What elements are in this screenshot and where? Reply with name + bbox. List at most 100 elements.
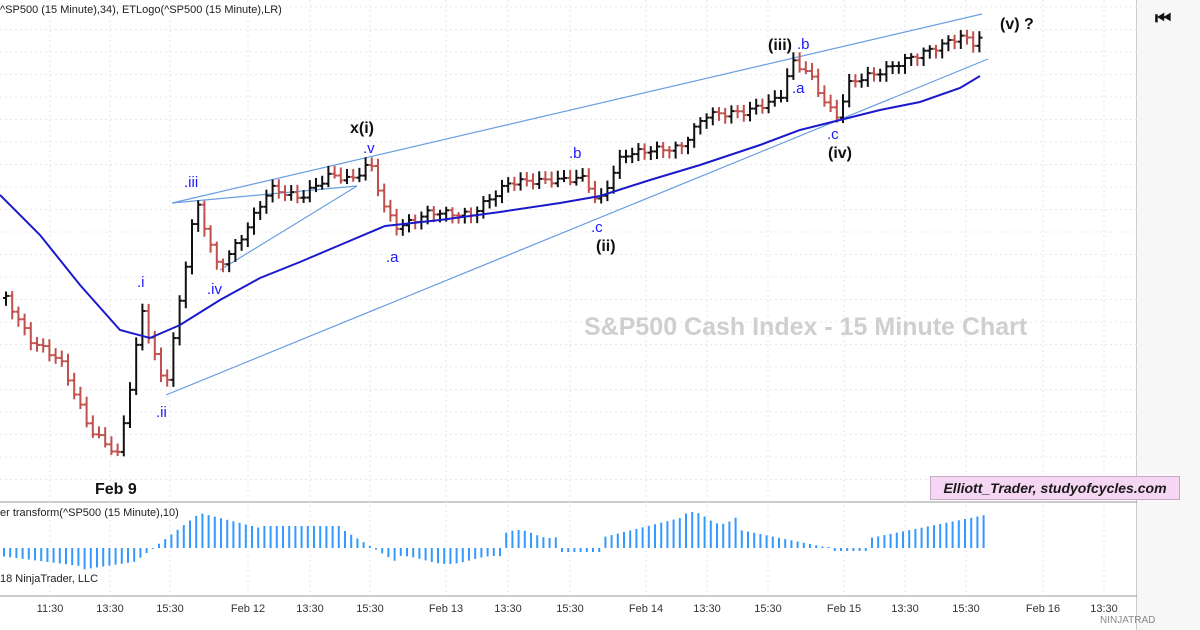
ohlc-bar [375,158,381,197]
indicator-histogram: er transform(^SP500 (15 Minute),10) 18 Ni… [0,507,985,585]
ohlc-bar [976,31,983,53]
wave-label: (iii) [768,37,792,54]
ohlc-bar [846,73,853,108]
ohlc-bar [654,141,660,160]
ohlc-bar [96,426,102,439]
ohlc-bar [951,34,958,50]
ohlc-bar [548,171,555,188]
ohlc-bar [207,225,214,253]
moving-average-line [0,75,981,340]
ohlc-bar [914,53,921,66]
wave-label: .c [591,219,603,236]
ohlc-bar [15,306,22,327]
ohlc-bar [877,68,884,82]
channel-line [171,185,358,204]
ohlc-bar [499,179,505,204]
ohlc-bar [21,313,28,336]
ohlc-bar [176,295,183,346]
ohlc-bar [517,172,524,191]
x-tick-label: Feb 16 [1026,603,1060,615]
ohlc-bar [393,208,400,236]
ohlc-bar [734,104,741,119]
ohlc-bar [65,353,71,386]
ohlc-bar [821,85,828,107]
wave-label: .a [792,80,805,97]
ohlc-bar [852,74,859,88]
ohlc-bar [610,165,617,194]
ohlc-bar [387,199,394,222]
ohlc-bar [368,157,375,172]
ohlc-bar [189,219,195,275]
wave-label: .a [386,249,399,266]
ohlc-bar [616,149,623,179]
ohlc-bar [722,107,729,124]
ohlc-bar [195,200,202,232]
ohlc-bar [536,171,543,190]
x-tick-label: 13:30 [296,603,324,615]
x-tick-label: 11:30 [37,603,64,615]
ohlc-bar [933,44,939,59]
ohlc-bar [232,238,239,262]
ohlc-bar [585,168,592,193]
ohlc-bar [350,169,357,182]
x-tick-label: 13:30 [891,603,919,615]
x-tick-label: Feb 12 [231,603,265,615]
x-tick-label: Feb 13 [429,603,463,615]
ohlc-bar [226,250,233,273]
ohlc-bar [430,206,437,223]
copyright-text: 18 NinjaTrader, LLC [0,573,98,585]
ohlc-bar [492,190,499,207]
ohlc-bar [858,73,865,88]
ohlc-bar [58,350,65,367]
channel-line [171,13,983,204]
ohlc-bar [747,101,753,122]
ohlc-bar [635,143,642,162]
ohlc-bar [771,90,778,107]
ohlc-bar [331,165,338,179]
ohlc-bar [970,31,977,53]
ohlc-bar [902,53,908,74]
ohlc-bar [889,61,896,74]
ohlc-bar [344,168,350,185]
ohlc-bar [703,113,710,129]
chart-watermark: S&P500 Cash Index - 15 Minute Chart [584,313,1028,341]
wave-label: (ii) [596,238,616,255]
wave-label: .b [569,145,582,162]
skip-to-end-icon[interactable]: ⏮ [1155,8,1172,28]
ohlc-bar [871,67,877,82]
ohlc-bar [27,322,34,351]
ohlc-bar [505,177,512,193]
ohlc-bar [288,185,295,201]
ohlc-bar [77,386,84,410]
ohlc-bar [883,61,890,82]
ohlc-bar [740,104,747,122]
x-tick-label: 15:30 [156,603,184,615]
credit-badge: Elliott_Trader, studyofcycles.com [930,476,1180,500]
ohlc-bar [108,436,115,456]
x-axis: 11:30 13:30 15:30 Feb 12 13:30 15:30 Feb 13 13:… [37,603,1177,615]
ohlc-bar [778,90,784,103]
channel-lines [165,13,989,396]
ohlc-bar [114,443,121,456]
ohlc-bar [251,207,257,235]
ohlc-bar [957,30,964,49]
ohlc-bar [623,149,629,164]
ohlc-bar [827,94,834,113]
channel-line [165,58,989,396]
ohlc-bar [561,169,567,183]
ohlc-bar [660,141,667,159]
ohlc-bar [672,141,679,159]
ohlc-bar [325,165,332,188]
ohlc-bar [120,415,127,457]
ohlc-bar [908,53,915,66]
ohlc-bar [201,200,208,237]
wave-label: .iv [207,281,223,298]
ohlc-bar [728,105,735,124]
ohlc-bar [294,184,301,204]
wave-label: .i [137,274,145,291]
ohlc-bar [46,339,53,362]
x-tick-label: 13:30 [494,603,522,615]
x-tick-label: 13:30 [1090,603,1118,615]
channel-line [219,185,358,271]
ohlc-bar [52,348,59,364]
